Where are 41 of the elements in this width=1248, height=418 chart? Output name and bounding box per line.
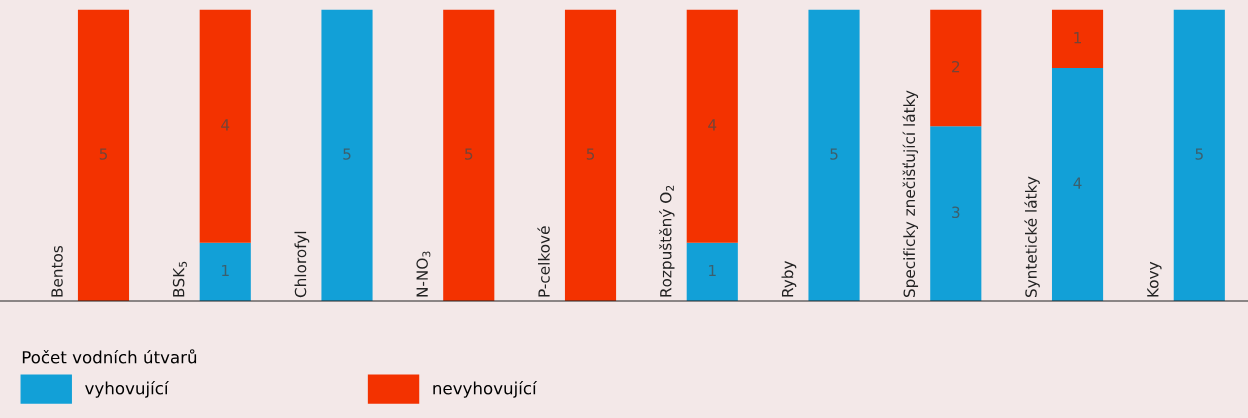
x-tick-label: Rozpuštěný O$_{2}$ bbox=[659, 185, 675, 297]
data-label: 1 bbox=[222, 264, 229, 277]
legend-label: nevyhovující bbox=[433, 380, 538, 398]
x-tick-label: Chlorofyl bbox=[294, 231, 310, 298]
bar bbox=[1173, 9, 1225, 301]
data-label: 3 bbox=[952, 206, 960, 219]
bar bbox=[564, 9, 617, 301]
bar bbox=[199, 9, 251, 243]
bar bbox=[1051, 9, 1104, 69]
data-label: 1 bbox=[1074, 32, 1081, 44]
data-label: 4 bbox=[221, 119, 230, 131]
x-tick-label: Ryby bbox=[781, 260, 797, 297]
data-label: 4 bbox=[708, 119, 717, 131]
bar bbox=[686, 9, 738, 243]
data-label: 5 bbox=[1195, 148, 1203, 160]
bar bbox=[930, 126, 982, 301]
x-tick-label: N-NO$_{3}$ bbox=[416, 251, 431, 297]
bar bbox=[321, 9, 373, 301]
data-label: 5 bbox=[99, 148, 108, 160]
data-label: 5 bbox=[830, 148, 838, 160]
data-label: 5 bbox=[465, 148, 473, 160]
x-tick-label: BSK$_{5}$ bbox=[172, 261, 187, 297]
legend-title: Počet vodních útvarů bbox=[22, 349, 197, 364]
bar bbox=[443, 9, 495, 301]
x-tick-label: Bentos bbox=[51, 245, 63, 297]
data-label: 5 bbox=[586, 148, 595, 160]
data-label: 2 bbox=[952, 60, 960, 73]
x-tick-label: Syntetické látky bbox=[1024, 176, 1040, 298]
data-label: 1 bbox=[709, 264, 716, 277]
bar bbox=[199, 242, 251, 301]
bar bbox=[77, 9, 130, 301]
bar bbox=[1051, 68, 1104, 301]
data-label: 4 bbox=[1073, 177, 1082, 189]
data-label: 5 bbox=[343, 148, 351, 160]
bar bbox=[930, 9, 982, 127]
legend-label: vyhovující bbox=[85, 380, 169, 398]
x-tick-label: Specificky znečišťující látky bbox=[902, 90, 919, 298]
x-tick-label: P-celkové bbox=[537, 226, 550, 297]
bar bbox=[686, 242, 738, 301]
bar bbox=[808, 9, 860, 301]
x-tick-label: Kovy bbox=[1147, 261, 1162, 297]
